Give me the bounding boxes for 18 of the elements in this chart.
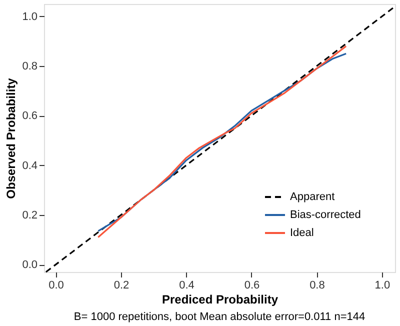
y-tick-label: 0.4 — [22, 160, 38, 172]
x-tick-label: 0.8 — [310, 280, 325, 292]
text: B= 1000 repetitions, boot Mean absolute error=0.011 n=144 — [74, 311, 366, 323]
legend-label: Ideal — [290, 227, 314, 239]
x-tick-label: 0.4 — [179, 280, 194, 292]
legend-label: Apparent — [290, 191, 335, 203]
x-tick-label: 0.6 — [244, 280, 260, 292]
y-tick-label: 1.0 — [22, 10, 38, 23]
x-axis-title: Prediced Probability — [162, 292, 278, 306]
y-tick-label: 0.0 — [22, 259, 38, 272]
x-tick-label: 0.0 — [48, 280, 64, 292]
y-tick-label: 0.2 — [22, 209, 38, 222]
y-axis-title: Observed Probability — [4, 78, 18, 199]
x-tick-label: 1.0 — [374, 280, 390, 292]
legend-label: Bias-corrected — [290, 209, 361, 221]
y-tick-label: 0.8 — [22, 60, 38, 73]
y-tick-label: 0.6 — [22, 110, 38, 122]
x-tick-label: 0.2 — [114, 280, 130, 292]
